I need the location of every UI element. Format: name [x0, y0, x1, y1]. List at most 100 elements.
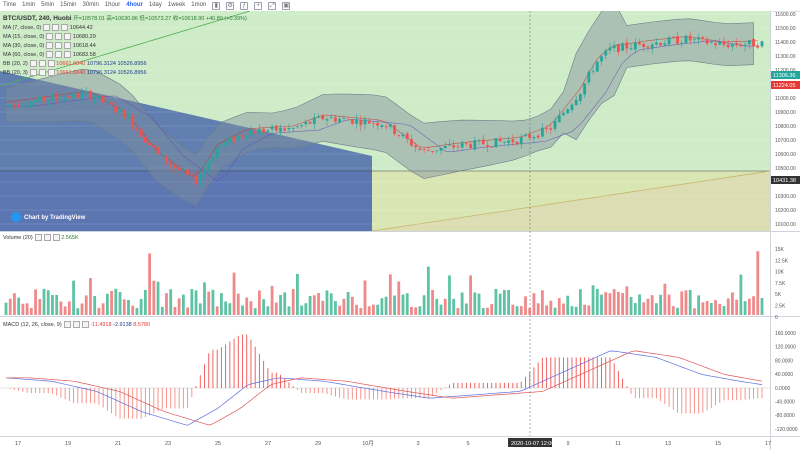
- volume-bar: [308, 295, 312, 315]
- volume-bar: [680, 291, 684, 315]
- tb-1hour[interactable]: 1hour: [104, 2, 121, 8]
- eye-icon[interactable]: [43, 24, 51, 31]
- gear-icon[interactable]: [72, 321, 80, 328]
- gear-icon[interactable]: [38, 60, 46, 67]
- bb-label: BB (20, 2): [3, 60, 28, 67]
- volume-bar: [89, 278, 92, 315]
- tb-1week[interactable]: 1week: [167, 2, 186, 8]
- volume-label: Volume (20): [3, 234, 33, 241]
- volume-bar: [697, 295, 701, 315]
- volume-bar: [279, 294, 282, 315]
- close-icon[interactable]: [61, 24, 69, 31]
- eye-icon[interactable]: [46, 51, 54, 58]
- eye-icon[interactable]: [46, 42, 54, 49]
- macd-axis-label: 40.0000: [775, 372, 793, 378]
- close-icon[interactable]: [47, 69, 55, 76]
- eye-icon[interactable]: [29, 69, 37, 76]
- volume-bar: [393, 295, 396, 315]
- eye-icon[interactable]: [46, 33, 54, 40]
- macd-axis-label: 120.0000: [775, 345, 796, 351]
- candle-body: [532, 136, 536, 139]
- close-icon[interactable]: [64, 42, 72, 49]
- bb-legend-1[interactable]: BB (20, 3) 10661.6040 10796.3124 10526.8…: [3, 69, 147, 76]
- tb-4hour[interactable]: 4hour: [126, 2, 143, 8]
- tb-time[interactable]: Time: [3, 2, 17, 8]
- time-axis-label: 29: [315, 441, 321, 447]
- gear-icon[interactable]: [38, 69, 46, 76]
- candle-body: [705, 39, 709, 44]
- indicator-icon[interactable]: ƒ: [240, 1, 249, 10]
- gear-icon[interactable]: [55, 42, 63, 49]
- macd-axis-label: -120.0000: [775, 427, 798, 433]
- volume-bar: [718, 303, 722, 315]
- screenshot-icon[interactable]: ▣: [282, 1, 291, 10]
- volume-bar: [405, 293, 409, 315]
- gear-icon[interactable]: [55, 33, 63, 40]
- candle-body: [334, 117, 337, 122]
- current-price-tag: [771, 81, 800, 89]
- candle-body: [72, 93, 75, 99]
- close-icon[interactable]: [64, 51, 72, 58]
- volume-bar: [207, 291, 211, 315]
- fullscreen-icon[interactable]: ⤢: [268, 1, 277, 10]
- close-icon[interactable]: [47, 60, 55, 67]
- macd-value-signal: 8.5780: [133, 321, 151, 328]
- candle-body: [160, 154, 164, 156]
- candles: [4, 31, 764, 188]
- eye-icon[interactable]: [29, 60, 37, 67]
- ma-legend-3[interactable]: MA (60, close, 0) 10683.58: [3, 51, 96, 58]
- ma-legend-2[interactable]: MA (30, close, 0) 10618.44: [3, 42, 96, 49]
- tb-5min[interactable]: 5min: [41, 2, 55, 8]
- volume-bar: [228, 303, 232, 315]
- close-icon[interactable]: [64, 33, 72, 40]
- close-icon[interactable]: [81, 321, 89, 328]
- volume-bar: [38, 298, 42, 315]
- candle-body: [21, 105, 25, 107]
- eye-icon[interactable]: [63, 321, 71, 328]
- volume-bar: [498, 293, 502, 315]
- candle-body: [469, 144, 472, 149]
- volume-bar: [443, 298, 447, 315]
- candle-body: [232, 136, 236, 142]
- price-axis-label: 10500.00: [775, 166, 796, 172]
- candle-body: [701, 36, 705, 39]
- bb-legend-0[interactable]: BB (20, 2) 10661.6040 10796.3124 10526.8…: [3, 60, 147, 67]
- tb-1min[interactable]: 1min: [22, 2, 36, 8]
- candle-body: [13, 104, 16, 105]
- gear-icon[interactable]: [52, 24, 60, 31]
- compare-icon[interactable]: +: [254, 1, 263, 10]
- volume-legend[interactable]: Volume (20) 2.565K: [3, 234, 79, 241]
- close-icon[interactable]: [52, 234, 60, 241]
- candle-body: [34, 100, 37, 103]
- ma-label: MA (30, close, 0): [3, 42, 45, 49]
- ma-line: [6, 40, 758, 182]
- volume-bar: [540, 290, 544, 315]
- volume-bar: [42, 288, 46, 315]
- volume-bar: [671, 306, 675, 315]
- candle-body: [363, 119, 367, 125]
- volume-bar: [380, 298, 384, 315]
- macd-legend[interactable]: MACD (12, 26, close, 9) -11.4918 -2.9138…: [3, 321, 150, 328]
- volume-bar: [8, 298, 12, 315]
- gear-icon[interactable]: [55, 51, 63, 58]
- candle-body: [262, 128, 266, 133]
- candle-body: [173, 164, 177, 168]
- settings-icon[interactable]: ⚙: [226, 1, 235, 10]
- candle-body: [612, 45, 616, 48]
- tb-1day[interactable]: 1day: [148, 2, 162, 8]
- candle-body: [498, 138, 502, 142]
- tb-30min[interactable]: 30min: [82, 2, 99, 8]
- tb-15min[interactable]: 15min: [60, 2, 77, 8]
- ma-legend-1[interactable]: MA (15, close, 0) 10680.29: [3, 33, 96, 40]
- gear-icon[interactable]: [43, 234, 51, 241]
- candle-icon[interactable]: ▮: [212, 1, 221, 10]
- candle-body: [524, 134, 527, 137]
- volume-bar: [334, 301, 337, 315]
- volume-bar: [566, 295, 570, 315]
- tb-1mon[interactable]: 1mon: [191, 2, 207, 8]
- ma-legend-0[interactable]: MA (7, close, 0) 10644.42: [3, 24, 93, 31]
- eye-icon[interactable]: [34, 234, 42, 241]
- volume-bar: [688, 289, 692, 315]
